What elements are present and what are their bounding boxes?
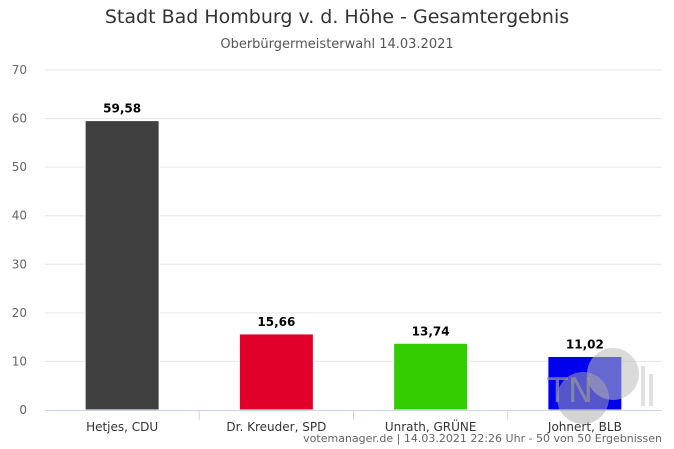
- credit-text: votemanager.de | 14.03.2021 22:26 Uhr - …: [303, 432, 662, 445]
- y-tick-label: 70: [12, 63, 27, 77]
- chart-title: Stadt Bad Homburg v. d. Höhe - Gesamterg…: [104, 6, 570, 28]
- x-tick-label: Dr. Kreuder, SPD: [226, 420, 326, 434]
- bar-4[interactable]: [547, 355, 623, 411]
- y-axis: 0 10 20 30 40 50 60 70: [12, 63, 27, 417]
- bar-1[interactable]: [84, 120, 160, 411]
- y-tick-label: 0: [19, 403, 27, 417]
- chart-subtitle: Oberbürgermeisterwahl 14.03.2021: [220, 37, 454, 52]
- data-labels: 59,58 15,66 13,74 11,02: [103, 102, 604, 352]
- y-tick-label: 20: [12, 306, 27, 320]
- bar-3[interactable]: [393, 342, 469, 411]
- y-tick-label: 60: [12, 112, 27, 126]
- y-tick-label: 50: [12, 160, 27, 174]
- x-tick-label: Hetjes, CDU: [86, 420, 158, 434]
- data-label: 59,58: [103, 102, 141, 116]
- y-tick-label: 30: [12, 257, 27, 271]
- x-tick-label: Unrath, GRÜNE: [385, 418, 477, 434]
- x-axis: Hetjes, CDU Dr. Kreuder, SPD Unrath, GRÜNE…: [45, 410, 662, 434]
- bars: [84, 120, 623, 411]
- data-label: 11,02: [566, 337, 604, 351]
- y-tick-label: 40: [12, 209, 27, 223]
- data-label: 15,66: [257, 315, 295, 329]
- bar-2[interactable]: [238, 333, 314, 411]
- y-tick-label: 10: [12, 354, 27, 368]
- data-label: 13,74: [412, 324, 450, 338]
